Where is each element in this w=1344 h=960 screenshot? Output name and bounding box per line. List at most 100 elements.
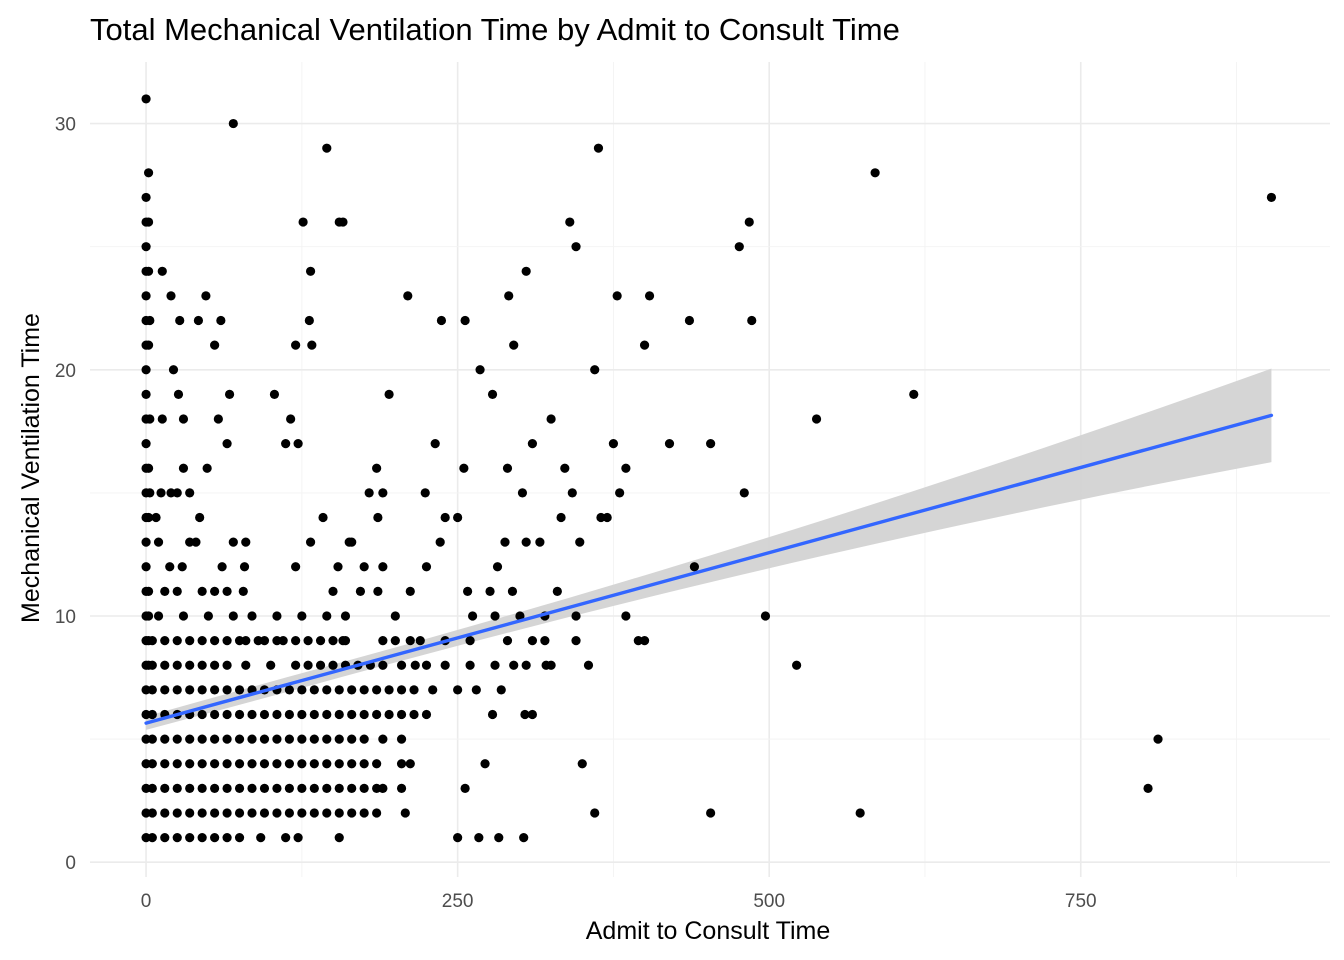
x-tick-label: 250 (442, 891, 474, 912)
data-point (284, 734, 294, 744)
data-point (157, 266, 167, 276)
data-point (490, 660, 500, 670)
grid-lines (90, 62, 1330, 877)
data-point (197, 660, 207, 670)
data-point (378, 562, 388, 572)
data-point (471, 685, 481, 695)
data-point (334, 808, 344, 818)
data-point (364, 488, 374, 498)
data-point (172, 833, 182, 843)
data-point (197, 685, 207, 695)
confidence-band (146, 368, 1272, 730)
data-point (222, 759, 232, 769)
data-point (172, 734, 182, 744)
data-point (197, 734, 207, 744)
data-point (222, 808, 232, 818)
data-point (210, 808, 220, 818)
data-point (305, 266, 316, 276)
data-point (465, 636, 475, 646)
data-point (527, 636, 538, 646)
data-point (177, 562, 187, 572)
data-point (143, 266, 154, 276)
data-point (147, 685, 157, 695)
data-point (372, 759, 382, 769)
data-point (639, 636, 650, 646)
data-point (147, 636, 157, 646)
y-tick-label: 10 (55, 607, 76, 628)
data-point (303, 660, 313, 670)
data-point (234, 636, 245, 646)
data-point (463, 586, 473, 596)
data-point (565, 217, 575, 227)
data-point (615, 488, 625, 498)
data-point (284, 808, 294, 818)
data-point (297, 611, 307, 621)
data-point (281, 833, 291, 843)
data-point (234, 685, 245, 695)
data-point (175, 315, 185, 326)
data-point (153, 611, 164, 621)
data-point (453, 833, 463, 843)
data-point (372, 685, 382, 695)
data-point (322, 685, 332, 695)
data-point (621, 611, 631, 621)
data-point (487, 389, 498, 400)
data-point (396, 660, 407, 670)
data-point (272, 759, 282, 769)
data-point (421, 660, 432, 670)
data-point (602, 512, 612, 523)
data-point (185, 808, 195, 818)
data-point (160, 586, 170, 596)
data-point (247, 759, 257, 769)
data-point (284, 783, 294, 793)
data-point (396, 685, 407, 695)
data-point (453, 512, 463, 523)
data-point (197, 709, 207, 720)
data-point (304, 315, 314, 326)
data-point (909, 389, 919, 400)
data-point (347, 685, 357, 695)
data-point (706, 439, 716, 449)
data-point (222, 685, 232, 695)
data-point (405, 636, 415, 646)
data-point (234, 709, 245, 720)
data-point (309, 808, 319, 818)
data-point (309, 685, 319, 695)
data-point (490, 611, 500, 621)
data-point (521, 266, 531, 276)
data-point (409, 685, 419, 695)
data-point (507, 586, 518, 596)
data-point (228, 611, 238, 621)
data-point (156, 488, 166, 498)
data-point (1266, 192, 1277, 203)
data-point (334, 685, 344, 695)
data-point (210, 709, 220, 720)
data-point (436, 315, 447, 326)
data-point (213, 414, 223, 424)
data-point (291, 636, 301, 646)
data-point (480, 759, 490, 769)
data-point (390, 611, 400, 621)
data-point (546, 660, 556, 670)
data-point (185, 783, 195, 793)
data-point (855, 808, 865, 818)
data-point (307, 340, 317, 350)
data-point (334, 783, 344, 793)
data-point (315, 660, 326, 670)
data-point (222, 586, 232, 596)
data-point (291, 660, 301, 670)
data-point (224, 389, 235, 400)
data-point (141, 94, 151, 104)
data-point (521, 660, 531, 670)
data-point (141, 365, 151, 375)
data-point (203, 611, 213, 621)
data-point (517, 488, 528, 498)
data-point (222, 660, 232, 670)
data-point (185, 660, 195, 670)
data-point (201, 291, 211, 301)
data-point (228, 118, 238, 129)
data-point (460, 783, 470, 793)
data-point (166, 291, 176, 301)
data-point (185, 488, 195, 498)
